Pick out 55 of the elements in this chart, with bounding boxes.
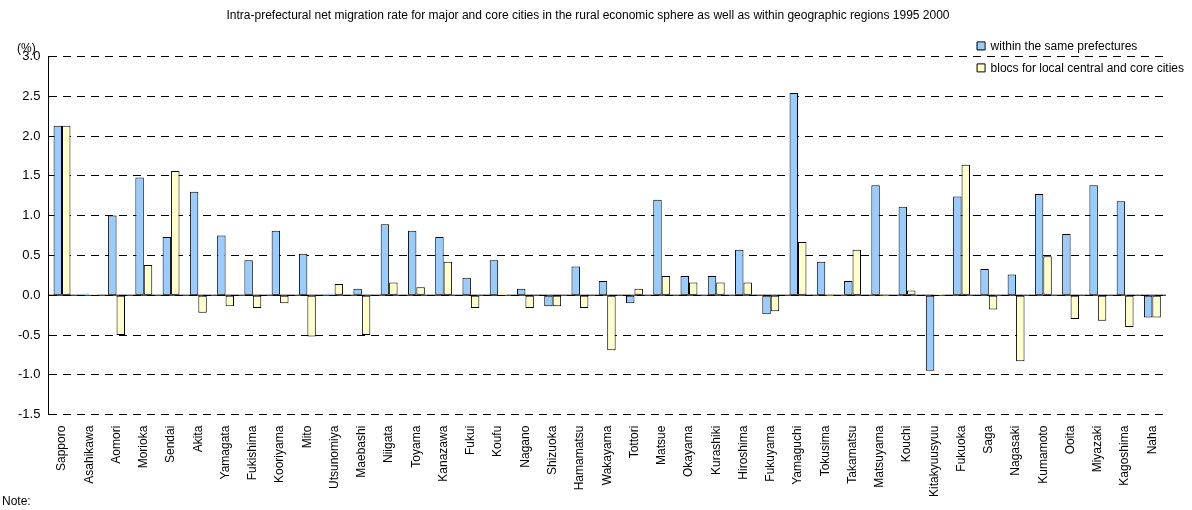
x-tick-label: Mito xyxy=(299,425,314,449)
x-tick-label: Shizuoka xyxy=(545,425,559,475)
x-tick-label: Yamagata xyxy=(217,425,232,480)
x-tick-label: Kitakyuusyuu xyxy=(926,425,941,497)
x-tick-label: Matsuyama xyxy=(872,425,887,488)
y-tick-label: -1.0 xyxy=(17,366,41,382)
y-tick-label: -1.5 xyxy=(17,406,41,422)
x-tick-label: Hiroshima xyxy=(735,425,750,480)
legend-label: blocs for local central and core cities xyxy=(990,60,1185,75)
y-tick-label: 1.5 xyxy=(22,167,41,183)
x-tick-label: Fukuoka xyxy=(953,425,968,472)
y-tick-label: -0.5 xyxy=(17,326,41,342)
y-tick-label: 1.0 xyxy=(22,207,41,223)
bar xyxy=(498,292,507,295)
x-tick-label: Saga xyxy=(981,425,996,454)
x-tick-label: Kagoshima xyxy=(1117,425,1132,486)
chart-title: Intra-prefectural net migration rate for major and core cities in the rural economic sphere as well as within geographic regions 1995 2000 xyxy=(226,7,950,22)
x-tick-label: Wakayama xyxy=(599,425,614,486)
x-tick-label: Nagano xyxy=(517,425,532,468)
y-tick-label: 2.5 xyxy=(22,87,41,103)
x-tick-label: Asahikawa xyxy=(81,425,96,484)
x-tick-label: Ooita xyxy=(1062,425,1077,455)
x-tick-label: Niigata xyxy=(381,425,396,463)
y-tick-label: 2.0 xyxy=(22,127,41,143)
x-tick-label: Kanazawa xyxy=(435,425,450,482)
legend-label: within the same prefectures xyxy=(989,38,1138,53)
x-tick-label: Nagasaki xyxy=(1008,425,1023,476)
x-tick-label: Kurashiki xyxy=(708,425,723,475)
x-tick-label: Koufu xyxy=(490,425,505,457)
x-tick-label: Tottori xyxy=(626,425,641,459)
x-tick-label: Takamatsu xyxy=(844,425,859,484)
x-tick-label: Kumamoto xyxy=(1035,425,1050,484)
x-tick-label: Fukuyama xyxy=(763,425,778,482)
x-tick-label: Kooriyama xyxy=(272,425,287,483)
x-tick-label: Kouchi xyxy=(899,425,914,463)
x-tick-label: Utsunomiya xyxy=(326,425,341,489)
x-tick-label: Maebashi xyxy=(354,425,369,478)
y-tick-label: 0.5 xyxy=(22,246,41,262)
x-tick-label: Yamaguchi xyxy=(790,425,805,485)
x-tick-label: Fukishima xyxy=(245,425,260,481)
x-tick-label: Fukui xyxy=(463,425,478,455)
y-tick-label: 0.0 xyxy=(22,286,41,302)
x-tick-label: Sapporo xyxy=(54,425,69,471)
x-tick-label: Aomori xyxy=(108,425,123,464)
x-tick-label: Morioka xyxy=(136,425,151,469)
x-tick-label: Sendai xyxy=(163,425,178,463)
x-tick-label: Okayama xyxy=(681,425,696,477)
x-tick-label: Hamamatsu xyxy=(572,425,587,491)
x-tick-label: Matsue xyxy=(654,425,669,465)
x-tick-label: Akita xyxy=(190,425,205,453)
x-tick-label: Naha xyxy=(1144,425,1159,455)
text: Note: xyxy=(2,494,31,509)
x-tick-label: Toyama xyxy=(408,425,423,468)
x-tick-label: Tokusima xyxy=(817,425,832,477)
x-tick-label: Miyazaki xyxy=(1090,425,1105,473)
